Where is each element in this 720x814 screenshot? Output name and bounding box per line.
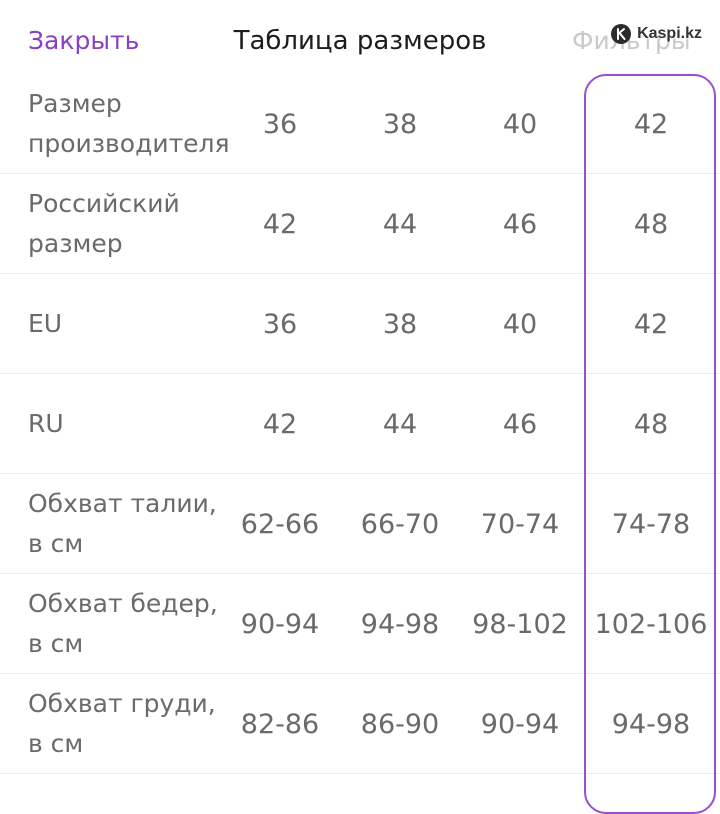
kaspi-logo-icon [611, 24, 632, 44]
table-cell[interactable]: 42 [262, 408, 298, 440]
table-cell[interactable]: 66-70 [360, 508, 440, 540]
table-row: EU 36 38 40 42 [0, 274, 720, 374]
header: Закрыть Таблица размеров Фильтры [0, 0, 720, 76]
table-cell-selected[interactable]: 94-98 [611, 708, 691, 740]
table-row: RU 42 44 46 48 [0, 374, 720, 474]
table-cell[interactable]: 90-94 [480, 708, 560, 740]
row-label: Размер производителя [28, 89, 230, 158]
table-row: Размер производителя 36 38 40 42 [0, 74, 720, 174]
table-row: Обхват бедер, в см 90-94 94-98 98-102 10… [0, 574, 720, 674]
table-cell[interactable]: 42 [262, 208, 298, 240]
table-cell[interactable]: 40 [502, 108, 538, 140]
table-row: Обхват груди, в см 82-86 86-90 90-94 94-… [0, 674, 720, 774]
table-cell[interactable]: 36 [262, 308, 298, 340]
table-cell-selected[interactable]: 102-106 [594, 608, 708, 640]
page-title: Таблица размеров [233, 26, 487, 56]
table-cell[interactable]: 98-102 [472, 608, 568, 640]
table-cell[interactable]: 36 [262, 108, 298, 140]
watermark-text: Kaspi.kz [637, 25, 702, 42]
table-cell-selected[interactable]: 42 [633, 308, 669, 340]
watermark: Kaspi.kz [611, 24, 702, 44]
row-label: Обхват груди, в см [28, 689, 216, 758]
filters-button[interactable]: Фильтры [572, 26, 691, 55]
table-cell[interactable]: 40 [502, 308, 538, 340]
table-cell[interactable]: 94-98 [360, 608, 440, 640]
row-label: RU [28, 409, 64, 438]
row-label: Российский размер [28, 189, 180, 258]
table-cell[interactable]: 70-74 [480, 508, 560, 540]
row-label: Обхват бедер, в см [28, 589, 218, 658]
table-cell-selected[interactable]: 48 [633, 208, 669, 240]
table-cell[interactable]: 44 [382, 208, 418, 240]
table-cell[interactable]: 38 [382, 308, 418, 340]
table-cell-selected[interactable]: 42 [633, 108, 669, 140]
table-cell[interactable]: 44 [382, 408, 418, 440]
table-cell[interactable]: 62-66 [240, 508, 320, 540]
table-cell-selected[interactable]: 48 [633, 408, 669, 440]
row-label: EU [28, 309, 63, 338]
table-cell[interactable]: 46 [502, 408, 538, 440]
table-row: Российский размер 42 44 46 48 [0, 174, 720, 274]
table-row: Обхват талии, в см 62-66 66-70 70-74 74-… [0, 474, 720, 574]
table-cell[interactable]: 90-94 [240, 608, 320, 640]
row-label: Обхват талии, в см [28, 489, 217, 558]
table-cell[interactable]: 46 [502, 208, 538, 240]
table-cell-selected[interactable]: 74-78 [611, 508, 691, 540]
table-cell[interactable]: 38 [382, 108, 418, 140]
close-button[interactable]: Закрыть [28, 26, 140, 55]
table-cell[interactable]: 86-90 [360, 708, 440, 740]
table-cell[interactable]: 82-86 [240, 708, 320, 740]
